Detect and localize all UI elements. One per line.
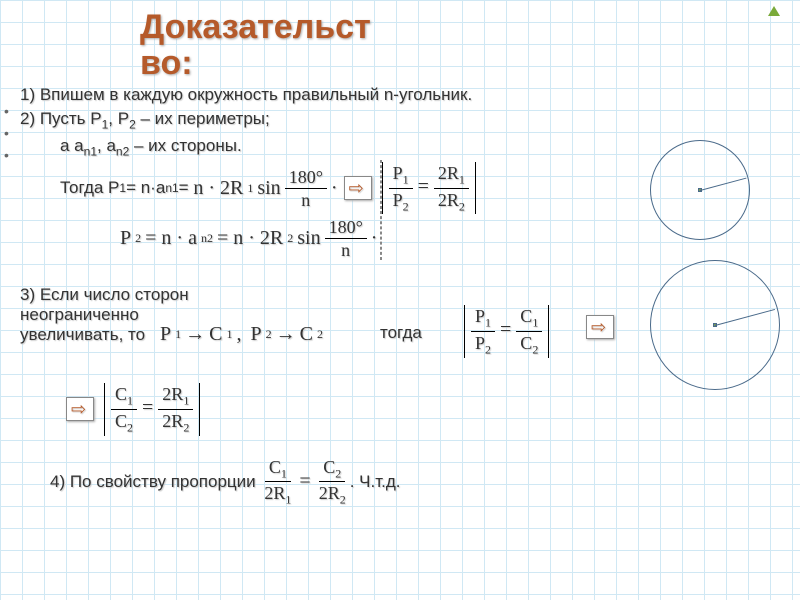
fraction: C1 C2 <box>111 385 137 433</box>
fraction: 180° n <box>285 168 327 209</box>
text: 2) Пусть P <box>20 109 102 128</box>
fraction: C2 2R2 <box>315 458 350 506</box>
text: · <box>371 227 378 250</box>
fraction: C1 C2 <box>516 307 542 355</box>
denominator: n <box>297 189 314 209</box>
numerator: 2R1 <box>434 164 469 189</box>
step-1: 1) Впишем в каждую окружность правильный… <box>20 85 780 105</box>
text: P <box>120 227 131 250</box>
denominator: C2 <box>111 410 137 434</box>
text: , P <box>108 109 129 128</box>
formula-p2: P2 = n · an2 = n · 2R2 sin 180° n · <box>120 218 377 259</box>
ratio-p-r: P1 P2 = 2R1 2R2 <box>382 162 476 214</box>
text: – их периметры; <box>136 109 270 128</box>
denominator: 2R1 <box>260 482 295 506</box>
sub: n2 <box>201 231 213 246</box>
numerator: 180° <box>325 218 367 239</box>
radius-line <box>715 309 775 326</box>
step-4: 4) По свойству пропорции C1 2R1 = C2 2R2… <box>50 458 780 506</box>
equals: = <box>418 176 429 198</box>
fraction: 2R1 2R2 <box>434 164 469 212</box>
text: 4) По свойству пропорции <box>50 472 256 492</box>
fraction: P1 P2 <box>389 164 413 212</box>
slide-title: Доказательст во: <box>140 10 780 81</box>
step-2-perimeters: 2) Пусть P1, P2 – их периметры; <box>20 109 780 131</box>
text: Тогда P <box>60 178 119 198</box>
circle-diagrams <box>650 140 780 410</box>
text: = n · 2R <box>217 227 283 250</box>
text: = n · a <box>145 227 197 250</box>
sub: 2 <box>317 327 323 342</box>
fraction: 2R1 2R2 <box>158 385 193 433</box>
numerator: P1 <box>471 307 495 332</box>
sub: 2 <box>129 118 136 132</box>
denominator: 2R2 <box>158 410 193 434</box>
final-proportion: C1 2R1 = C2 2R2 <box>260 458 349 506</box>
text: неограниченно <box>20 305 260 325</box>
sub: n2 <box>116 144 129 158</box>
denominator: P2 <box>389 189 413 213</box>
limit-overlay: P1 → C1, P2 → C2 <box>160 323 323 346</box>
denominator: 2R2 <box>434 189 469 213</box>
text: C <box>300 323 313 346</box>
dash-divider-1 <box>380 160 382 260</box>
qed: . Ч.т.д. <box>350 472 401 492</box>
sub: 1 <box>226 327 232 342</box>
fraction: 180° n <box>325 218 367 259</box>
text: тогда <box>380 323 422 343</box>
text: – их стороны. <box>129 136 241 155</box>
numerator: C1 <box>516 307 542 332</box>
numerator: C1 <box>265 458 291 483</box>
text: а a <box>60 136 84 155</box>
sub: 2 <box>287 231 293 246</box>
sub: n1 <box>84 144 97 158</box>
text: , a <box>97 136 116 155</box>
denominator: n <box>337 239 354 259</box>
equals: = <box>299 470 310 493</box>
sub: 1 <box>247 181 253 196</box>
text: sin <box>297 227 320 250</box>
text: увеличивать, то <box>20 325 145 345</box>
fraction: C1 2R1 <box>260 458 295 506</box>
text: n · 2R <box>193 177 243 200</box>
formula-p1: n · 2R 1 sin 180° n · <box>193 168 337 209</box>
circle-small <box>650 140 750 240</box>
sub: 1 <box>175 327 181 342</box>
sub: n1 <box>165 181 178 195</box>
text: = <box>179 178 189 198</box>
ratio-p-c: P1 P2 = C1 C2 <box>464 305 549 357</box>
denominator: 2R2 <box>315 482 350 506</box>
radius-line <box>700 178 747 191</box>
sub: 2 <box>266 327 272 342</box>
equals: = <box>500 319 511 341</box>
arrow-box-icon <box>66 397 94 421</box>
arrow: → <box>185 323 205 346</box>
numerator: C1 <box>111 385 137 410</box>
text: C <box>209 323 222 346</box>
denominator: C2 <box>516 332 542 356</box>
fraction: P1 P2 <box>471 307 495 355</box>
text: 3) Если число сторон <box>20 285 260 305</box>
title-line-1: Доказательст <box>140 8 371 46</box>
numerator: 180° <box>285 168 327 189</box>
equals: = <box>142 397 153 419</box>
ratio-c-r: C1 C2 = 2R1 2R2 <box>104 383 200 435</box>
arrow: → <box>276 323 296 346</box>
numerator: P1 <box>389 164 413 189</box>
text: · <box>331 177 338 200</box>
numerator: C2 <box>319 458 345 483</box>
text: P <box>250 323 261 346</box>
arrow-box-icon <box>586 315 614 339</box>
text: sin <box>257 177 280 200</box>
text: = n·a <box>126 178 165 198</box>
title-line-2: во: <box>140 44 193 82</box>
numerator: 2R1 <box>158 385 193 410</box>
circle-big <box>650 260 780 390</box>
denominator: P2 <box>471 332 495 356</box>
sub: 2 <box>135 231 141 246</box>
arrow-box-icon <box>344 176 372 200</box>
text: P <box>160 323 171 346</box>
